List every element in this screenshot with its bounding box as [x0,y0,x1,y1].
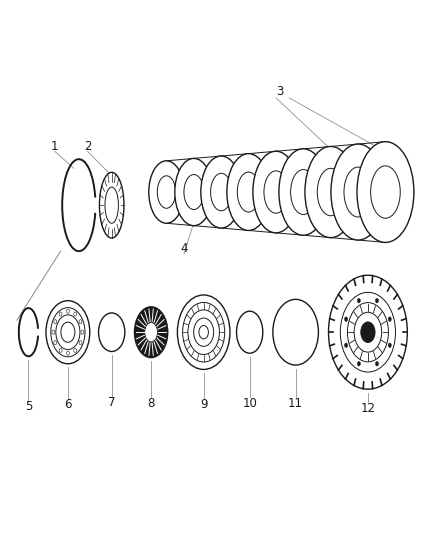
Ellipse shape [357,361,360,366]
Ellipse shape [388,317,391,321]
Ellipse shape [59,312,62,316]
Ellipse shape [227,154,270,230]
Ellipse shape [201,156,241,228]
Ellipse shape [253,151,299,233]
Text: 9: 9 [200,398,208,411]
Text: 11: 11 [288,397,303,410]
Text: 3: 3 [277,85,284,98]
Text: 5: 5 [25,400,32,413]
Ellipse shape [357,142,414,243]
Ellipse shape [81,330,84,334]
Ellipse shape [340,292,396,372]
Text: 6: 6 [64,398,72,411]
Text: 12: 12 [360,402,375,415]
Text: 4: 4 [180,243,188,255]
Ellipse shape [99,313,125,351]
Ellipse shape [46,301,90,364]
Ellipse shape [79,320,82,324]
Text: 8: 8 [148,397,155,410]
Ellipse shape [361,322,375,342]
Ellipse shape [273,300,318,365]
Ellipse shape [177,295,230,369]
Ellipse shape [345,317,348,321]
Text: 10: 10 [242,397,257,410]
Ellipse shape [59,348,62,352]
Ellipse shape [175,158,213,225]
Ellipse shape [74,348,77,352]
Ellipse shape [371,142,399,243]
Ellipse shape [331,144,385,240]
Ellipse shape [357,298,360,303]
Ellipse shape [149,161,184,223]
Ellipse shape [52,330,55,334]
Ellipse shape [54,341,57,345]
Ellipse shape [74,312,77,316]
Ellipse shape [67,309,69,313]
Ellipse shape [237,311,263,353]
Ellipse shape [279,149,328,235]
Text: 7: 7 [108,396,116,409]
Text: 2: 2 [84,140,92,152]
Ellipse shape [388,343,391,348]
Text: 1: 1 [51,140,59,152]
Ellipse shape [354,312,382,352]
Ellipse shape [375,298,378,303]
Ellipse shape [305,147,357,238]
Ellipse shape [54,320,57,324]
Ellipse shape [134,307,168,358]
Ellipse shape [145,322,157,342]
Ellipse shape [99,172,124,238]
Ellipse shape [375,361,378,366]
Ellipse shape [345,343,348,348]
Ellipse shape [67,351,69,355]
Ellipse shape [79,341,82,345]
Ellipse shape [328,275,407,389]
